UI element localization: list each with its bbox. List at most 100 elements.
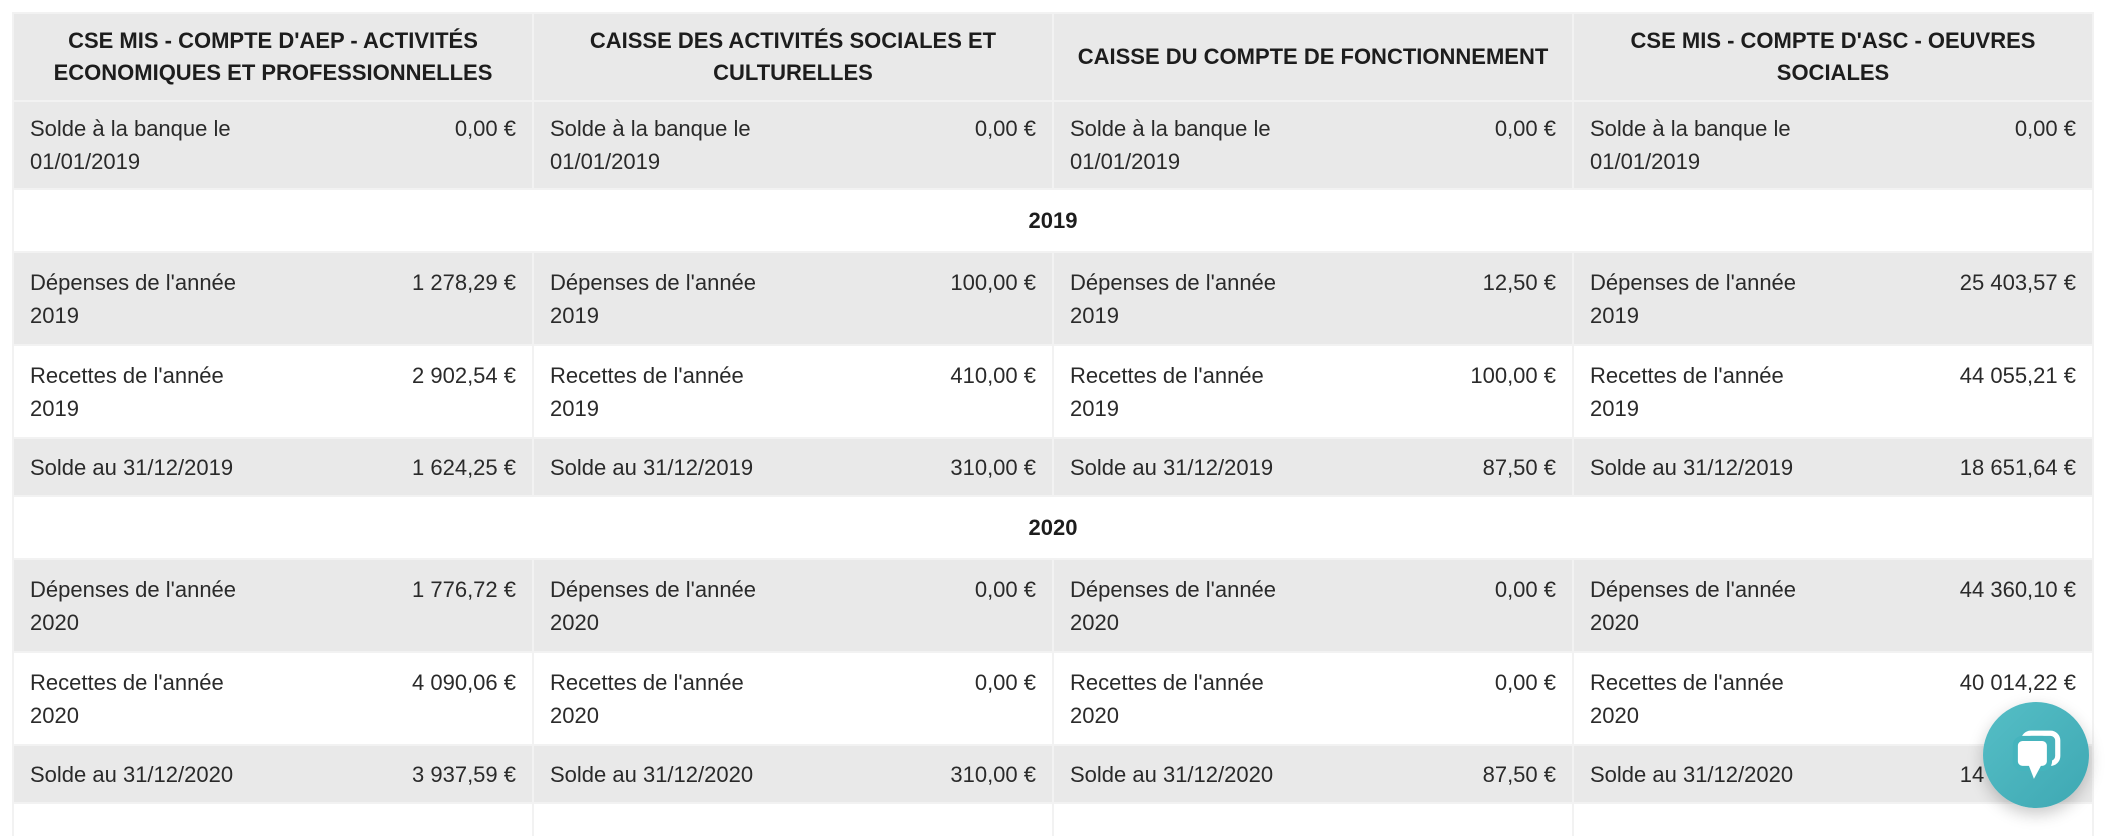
amount-value: 100,00 € (950, 269, 1036, 295)
account-cell: Solde à la banque le 01/01/2019 0,00 € (12, 100, 534, 190)
row-label: Dépenses de l'année 2020 (550, 576, 757, 635)
account-cell: Recettes de l'année 2020 0,00 € (532, 651, 1054, 746)
amount-value: 0,00 € (974, 669, 1036, 695)
row-label: Solde au 31/12/2019 (1070, 454, 1274, 480)
row-label: Recettes de l'année 2020 (1070, 669, 1264, 728)
account-cell: Solde à la banque le 01/01/2019 0,00 € (1572, 100, 2094, 190)
account-cell: Solde au 31/12/2020 87,50 € (1052, 744, 1574, 804)
amount-value: 0,00 € (974, 576, 1036, 602)
amount-value: 25 403,57 € (1959, 269, 2076, 295)
amount-value: 40 014,22 € (1959, 669, 2076, 695)
column-header-asc-oeuvres: CSE MIS - COMPTE D'ASC - OEUVRES SOCIALE… (1572, 12, 2094, 102)
row-label: Solde au 31/12/2019 (1590, 454, 1794, 480)
row-label: Dépenses de l'année 2019 (1070, 269, 1277, 328)
row-label: Recettes de l'année 2020 (550, 669, 744, 728)
amount-value: 0,00 € (1494, 669, 1556, 695)
table-row: Dépenses de l'année 2019 1 278,29 € Dépens… (12, 251, 2094, 346)
account-cell: Recettes de l'année 2019 44 055,21 € (1572, 344, 2094, 439)
amount-value: 0,00 € (454, 116, 516, 141)
amount-value: 0,00 € (2014, 116, 2076, 141)
table-row: Solde à la banque le 01/01/2019 0,00 € Sol… (12, 100, 2094, 190)
row-label: Solde à la banque le 01/01/2019 (1590, 116, 1791, 174)
account-cell: Recettes de l'année 2020 40 014,22 € (1572, 651, 2094, 746)
table-row: Dépenses de l'année 2020 1 776,72 € Dépens… (12, 558, 2094, 653)
account-cell: Solde à la banque le 01/01/2019 0,00 € (1052, 100, 1574, 190)
account-cell: Recettes de l'année 2020 0,00 € (1052, 651, 1574, 746)
account-cell: Recettes de l'année 2019 2 902,54 € (12, 344, 534, 439)
row-label: Solde au 31/12/2020 (1590, 761, 1794, 787)
column-header-aep: CSE MIS - COMPTE D'AEP - ACTIVITÉS ECONO… (12, 12, 534, 102)
year-divider-row: 2020 (12, 495, 2094, 560)
row-label: Recettes de l'année 2019 (30, 362, 224, 421)
account-cell: Dépenses de l'année 2019 100,00 € (532, 251, 1054, 346)
account-cell: Solde au 31/12/2019 18 651,64 € (1572, 437, 2094, 497)
row-label: Solde au 31/12/2019 (30, 454, 234, 480)
account-cell: Solde au 31/12/2019 310,00 € (532, 437, 1054, 497)
row-label: Dépenses de l'année 2019 (550, 269, 757, 328)
amount-value: 87,50 € (1482, 454, 1556, 480)
row-label: Dépenses de l'année 2020 (30, 576, 237, 635)
account-cell (1052, 802, 1574, 836)
accounts-summary: CSE MIS - COMPTE D'AEP - ACTIVITÉS ECONO… (12, 12, 2094, 836)
account-cell: Recettes de l'année 2020 4 090,06 € (12, 651, 534, 746)
year-divider: 2020 (12, 495, 2094, 560)
accounts-table-body: Solde à la banque le 01/01/2019 0,00 € Sol… (12, 100, 2094, 836)
amount-value: 2 902,54 € (412, 362, 516, 388)
amount-value: 12,50 € (1482, 269, 1556, 295)
accounts-summary-table: CSE MIS - COMPTE D'AEP - ACTIVITÉS ECONO… (12, 12, 2094, 836)
table-row: Recettes de l'année 2019 2 902,54 € Recett… (12, 344, 2094, 439)
amount-value: 0,00 € (1494, 116, 1556, 141)
table-row: Solde au 31/12/2019 1 624,25 € Solde au 31… (12, 437, 2094, 497)
amount-value: 410,00 € (950, 362, 1036, 388)
amount-value: 1 278,29 € (412, 269, 516, 295)
amount-value: 4 090,06 € (412, 669, 516, 695)
row-label: Dépenses de l'année 2019 (1590, 269, 1797, 328)
amount-value: 1 776,72 € (412, 576, 516, 602)
table-header-row: CSE MIS - COMPTE D'AEP - ACTIVITÉS ECONO… (12, 12, 2094, 102)
row-label: Solde au 31/12/2020 (550, 761, 754, 787)
column-header-fonctionnement: CAISSE DU COMPTE DE FONCTIONNEMENT (1052, 12, 1574, 102)
year-divider: 2019 (12, 188, 2094, 253)
row-label: Dépenses de l'année 2019 (30, 269, 237, 328)
table-row: Solde au 31/12/2020 3 937,59 € Solde au 31… (12, 744, 2094, 804)
row-label: Solde au 31/12/2020 (30, 761, 234, 787)
amount-value: 0,00 € (974, 116, 1036, 141)
year-divider-row: 2019 (12, 188, 2094, 253)
table-row: Recettes de l'année 2020 4 090,06 € Recett… (12, 651, 2094, 746)
account-cell: Recettes de l'année 2019 100,00 € (1052, 344, 1574, 439)
amount-value: 310,00 € (950, 761, 1036, 787)
account-cell: Dépenses de l'année 2020 1 776,72 € (12, 558, 534, 653)
amount-value: 1 624,25 € (412, 454, 516, 480)
row-label: Recettes de l'année 2019 (1070, 362, 1264, 421)
account-cell: Dépenses de l'année 2019 1 278,29 € (12, 251, 534, 346)
amount-value: 44 360,10 € (1959, 576, 2076, 602)
row-label: Solde à la banque le 01/01/2019 (1070, 116, 1271, 174)
column-header-caisse-asc: CAISSE DES ACTIVITÉS SOCIALES ET CULTURE… (532, 12, 1054, 102)
row-label: Solde à la banque le 01/01/2019 (30, 116, 231, 174)
account-cell: Recettes de l'année 2019 410,00 € (532, 344, 1054, 439)
account-cell (1572, 802, 2094, 836)
account-cell: Solde au 31/12/2020 3 937,59 € (12, 744, 534, 804)
account-cell (12, 802, 534, 836)
amount-value: 100,00 € (1470, 362, 1556, 388)
table-row-partial (12, 802, 2094, 836)
account-cell: Solde au 31/12/2019 87,50 € (1052, 437, 1574, 497)
account-cell: Dépenses de l'année 2020 0,00 € (532, 558, 1054, 653)
account-cell: Dépenses de l'année 2020 0,00 € (1052, 558, 1574, 653)
amount-value: 3 937,59 € (412, 761, 516, 787)
row-label: Dépenses de l'année 2020 (1590, 576, 1797, 635)
amount-value: 310,00 € (950, 454, 1036, 480)
account-cell: Solde au 31/12/2019 1 624,25 € (12, 437, 534, 497)
row-label: Recettes de l'année 2019 (550, 362, 744, 421)
row-label: Solde au 31/12/2020 (1070, 761, 1274, 787)
amount-value: 44 055,21 € (1959, 362, 2076, 388)
amount-value: 87,50 € (1482, 761, 1556, 787)
chat-launcher-button[interactable] (1983, 702, 2089, 808)
account-cell: Dépenses de l'année 2020 44 360,10 € (1572, 558, 2094, 653)
account-cell: Dépenses de l'année 2019 12,50 € (1052, 251, 1574, 346)
account-cell (532, 802, 1054, 836)
row-label: Solde à la banque le 01/01/2019 (550, 116, 751, 174)
row-label: Recettes de l'année 2020 (1590, 669, 1784, 728)
amount-value: 18 651,64 € (1959, 454, 2076, 480)
row-label: Solde au 31/12/2019 (550, 454, 754, 480)
